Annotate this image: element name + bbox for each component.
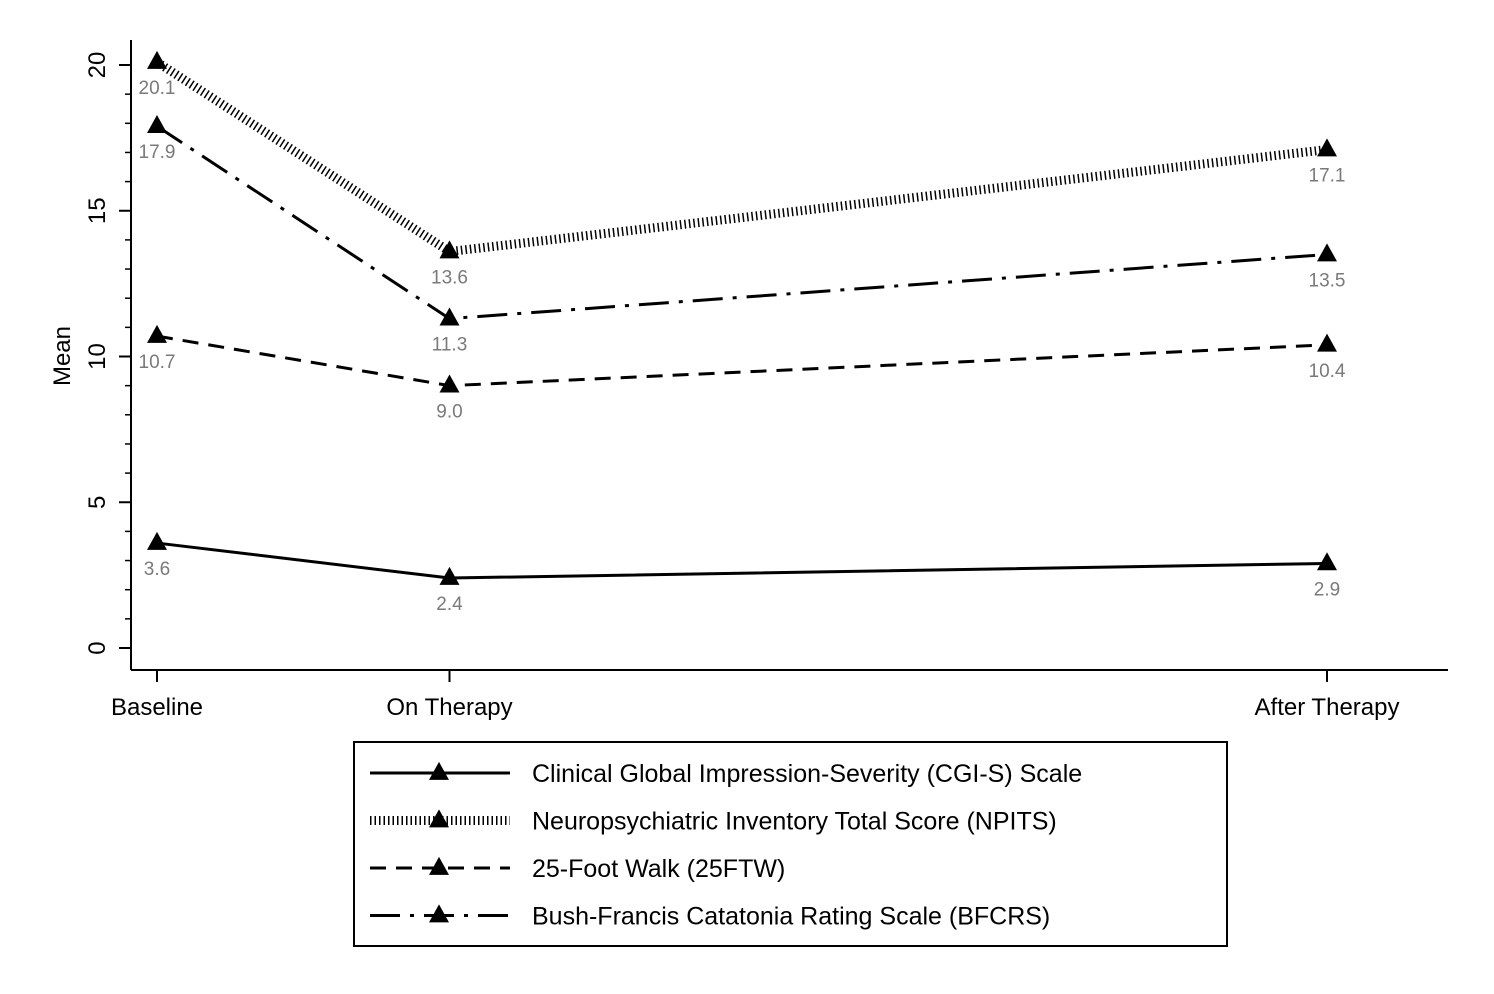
data-label-npits-0: 20.1 [139, 78, 176, 99]
data-label-bfcrs-0: 17.9 [139, 142, 176, 163]
legend-entry-ftw: 25-Foot Walk (25FTW) [370, 855, 785, 883]
series-npits [147, 50, 1337, 259]
y-tick-label: 5 [84, 496, 111, 509]
x-tick-label: Baseline [111, 694, 203, 721]
legend-label-bfcrs: Bush-Francis Catatonia Rating Scale (BFC… [532, 903, 1050, 931]
axes: 0 5 10 15 20 Mean Baseline On Therapy After Ther… [49, 40, 1448, 721]
data-label-npits-2: 17.1 [1309, 166, 1346, 187]
legend: Clinical Global Impression-Severity (CGI… [353, 741, 1228, 947]
legend-entry-npits: Neuropsychiatric Inventory Total Score (… [370, 808, 1057, 836]
y-tick-label: 20 [84, 52, 111, 79]
marker-npits-0 [147, 50, 167, 69]
legend-marker-npits [429, 809, 449, 828]
marker-cgis-2 [1317, 552, 1337, 571]
data-label-ftw-1: 9.0 [436, 402, 462, 423]
legend-marker-bfcrs [429, 904, 449, 923]
series-layer [147, 50, 1337, 585]
data-label-npits-1: 13.6 [431, 268, 468, 289]
series-line-bfcrs [156, 124, 1328, 321]
data-label-cgis-0: 3.6 [144, 559, 170, 580]
x-tick-label: After Therapy [1255, 694, 1400, 721]
data-label-cgis-1: 2.4 [436, 594, 463, 615]
x-tick-label: On Therapy [386, 694, 512, 721]
legend-marker-cgis [429, 761, 449, 780]
marker-cgis-0 [147, 531, 167, 550]
legend-label-ftw: 25-Foot Walk (25FTW) [532, 855, 785, 883]
marker-bfcrs-0 [147, 115, 167, 134]
y-tick-label: 0 [84, 641, 111, 654]
legend-entry-bfcrs: Bush-Francis Catatonia Rating Scale (BFC… [370, 903, 1050, 931]
marker-npits-2 [1317, 138, 1337, 157]
marker-cgis-1 [439, 566, 460, 585]
y-axis-title: Mean [49, 326, 76, 386]
data-label-cgis-2: 2.9 [1314, 579, 1340, 600]
marker-npits-1 [439, 240, 460, 259]
series-line-npits [154, 58, 1328, 257]
marker-bfcrs-2 [1317, 243, 1337, 262]
series-line-cgis [156, 541, 1328, 580]
series-cgis [147, 531, 1337, 585]
marker-ftw-2 [1317, 333, 1337, 352]
legend-entry-cgis: Clinical Global Impression-Severity (CGI… [370, 760, 1082, 788]
legend-label-cgis: Clinical Global Impression-Severity (CGI… [532, 760, 1082, 788]
y-tick-label: 10 [84, 343, 111, 370]
series-line-ftw [156, 334, 1328, 388]
marker-bfcrs-1 [439, 307, 460, 326]
legend-marker-ftw [429, 856, 449, 875]
y-tick-label: 15 [84, 197, 111, 224]
series-bfcrs [147, 115, 1337, 326]
marker-ftw-1 [439, 374, 460, 393]
legend-label-npits: Neuropsychiatric Inventory Total Score (… [532, 808, 1057, 836]
data-label-bfcrs-1: 11.3 [432, 335, 468, 356]
data-label-bfcrs-2: 13.5 [1309, 270, 1346, 291]
series-ftw [147, 324, 1337, 393]
data-labels: 3.6 2.4 2.9 20.1 13.6 17.1 10.7 9.0 10.4 17.9 11.3… [139, 78, 1346, 615]
marker-ftw-0 [147, 324, 167, 343]
data-label-ftw-2: 10.4 [1309, 361, 1346, 382]
data-label-ftw-0: 10.7 [139, 352, 176, 373]
legend-box [353, 741, 1228, 947]
